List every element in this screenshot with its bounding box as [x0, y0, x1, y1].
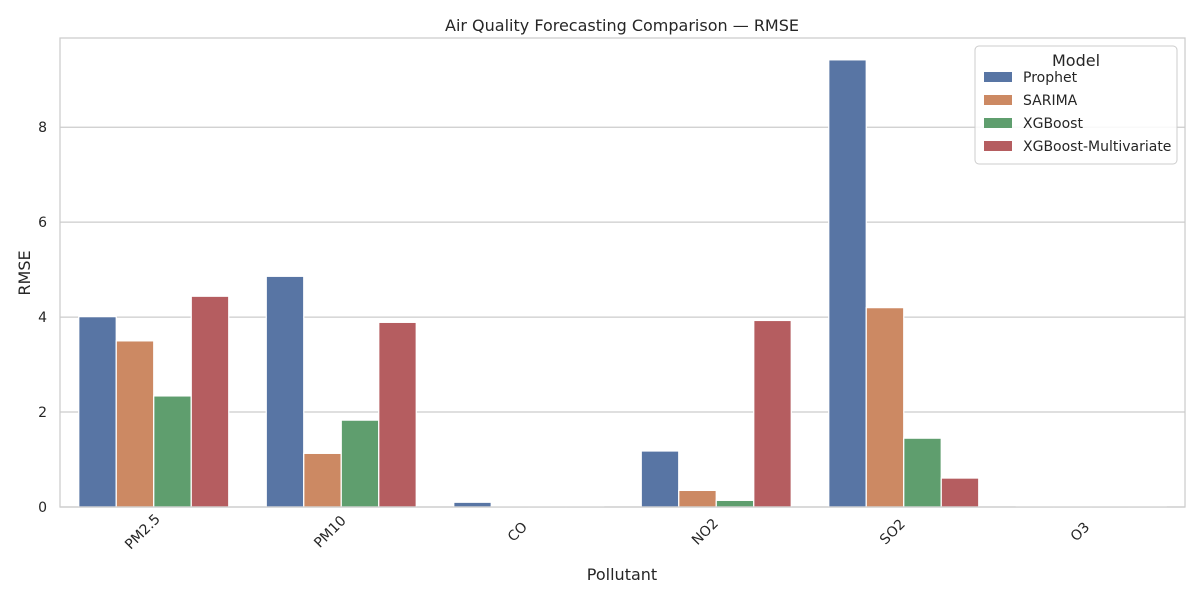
- bar: [340, 419, 380, 508]
- legend-item-label: SARIMA: [1023, 93, 1078, 109]
- y-axis-ticks: 0 2 4 6 8: [38, 120, 47, 516]
- bar: [303, 452, 342, 508]
- legend-item-label: XGBoost-Multivariate: [1023, 139, 1171, 155]
- bar: [828, 59, 867, 508]
- bar: [190, 295, 230, 508]
- plot-frame: [59, 37, 1186, 508]
- bar: [453, 501, 492, 508]
- y-tick-label: 4: [38, 310, 47, 326]
- y-tick-label: 8: [38, 120, 47, 136]
- bar: [903, 437, 942, 508]
- bar: [865, 307, 905, 508]
- x-axis-label: Pollutant: [587, 565, 657, 584]
- bar: [265, 275, 305, 508]
- legend-title: Model: [1052, 51, 1100, 70]
- bar: [153, 395, 192, 508]
- bar: [678, 489, 717, 508]
- bar: [378, 321, 417, 508]
- bar: [78, 316, 117, 508]
- y-tick-label: 6: [38, 215, 47, 231]
- y-tick-label: 0: [38, 500, 47, 516]
- bar: [940, 477, 980, 508]
- legend-item-label: XGBoost: [1023, 116, 1083, 132]
- chart-title: Air Quality Forecasting Comparison — RMS…: [445, 16, 799, 35]
- y-axis-label: RMSE: [15, 250, 34, 295]
- legend-box: [974, 45, 1178, 165]
- legend-swatch: [984, 141, 1012, 151]
- y-tick-label: 2: [38, 405, 47, 421]
- bar: [640, 450, 680, 508]
- legend-swatch: [984, 118, 1012, 128]
- bar: [115, 340, 155, 508]
- bar: [715, 499, 755, 508]
- legend-item-label: Prophet: [1023, 70, 1078, 86]
- bar: [753, 319, 792, 508]
- bars: [78, 59, 1167, 508]
- legend-swatch: [984, 95, 1012, 105]
- legend-swatch: [984, 72, 1012, 82]
